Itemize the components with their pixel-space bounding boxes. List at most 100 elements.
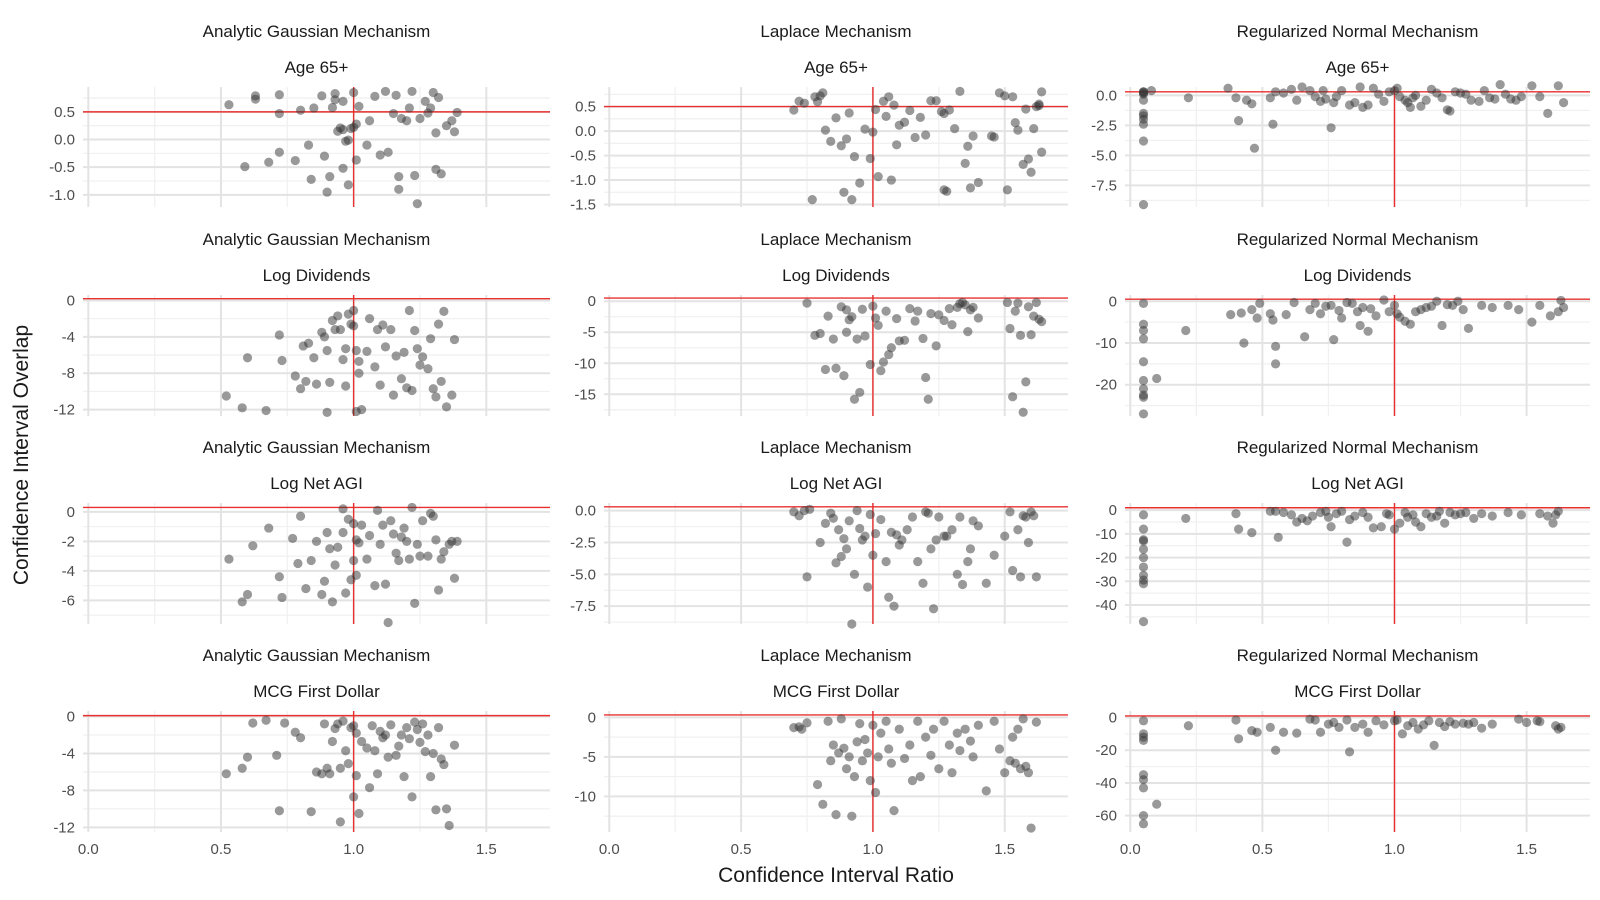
data-point [881, 556, 891, 567]
data-point [303, 338, 314, 348]
data-point [425, 771, 436, 782]
data-point [870, 528, 881, 539]
data-point [852, 506, 862, 516]
data-point [1247, 99, 1257, 109]
data-point [349, 555, 359, 566]
panels-group: Analytic Gaussian Mechanism Age 65+ -1.0 -0… [49, 22, 1590, 858]
data-point [341, 344, 351, 354]
y-tick-label: 0.5 [575, 99, 596, 116]
data-point [828, 513, 838, 523]
data-point [1392, 83, 1402, 93]
data-point [955, 745, 965, 756]
data-point [1395, 518, 1405, 528]
data-point [1234, 116, 1244, 126]
data-point [863, 748, 873, 758]
data-point [1000, 531, 1010, 541]
data-point [1477, 509, 1487, 519]
panel-10: Laplace Mechanism MCG First Dollar 0.0 0.5 1… [574, 646, 1068, 858]
data-point [1029, 124, 1039, 134]
data-point [1138, 544, 1149, 554]
data-point [1331, 92, 1341, 102]
data-point [1411, 90, 1421, 100]
data-point [1231, 509, 1241, 519]
data-point [902, 525, 912, 535]
data-point [391, 351, 401, 361]
data-point [357, 520, 367, 530]
data-point [868, 720, 878, 730]
data-point [1503, 507, 1513, 518]
data-point [1416, 522, 1426, 532]
data-point [1469, 513, 1479, 524]
data-point [274, 806, 284, 816]
data-point [1138, 375, 1149, 386]
data-point [380, 730, 391, 740]
data-point [290, 371, 300, 381]
x-tick-label: 0.0 [1120, 841, 1141, 858]
y-tick-label: -6 [62, 592, 75, 609]
data-point [1527, 317, 1537, 327]
data-point [802, 718, 812, 728]
y-tick-label: -20 [1095, 550, 1117, 567]
data-point [335, 763, 345, 773]
data-point [1008, 92, 1018, 102]
data-point [402, 723, 412, 733]
data-point [415, 360, 425, 370]
data-point [1183, 93, 1194, 103]
data-point [1368, 83, 1378, 93]
data-point [1405, 102, 1415, 112]
data-point [849, 151, 860, 162]
data-point [831, 113, 841, 123]
data-point [333, 542, 343, 552]
data-point [831, 810, 841, 820]
data-point [1278, 727, 1289, 737]
data-point [878, 357, 889, 367]
data-point [1289, 297, 1299, 308]
data-point [881, 306, 891, 316]
data-point [1037, 317, 1047, 327]
data-point [1000, 91, 1010, 101]
data-point [828, 334, 838, 344]
data-point [351, 728, 361, 738]
y-tick-label: -7.5 [570, 598, 596, 615]
data-point [1416, 101, 1426, 111]
y-tick-label: -4 [62, 563, 75, 580]
data-point [383, 752, 393, 762]
data-point [341, 381, 351, 391]
data-point [380, 579, 391, 589]
data-point [1270, 745, 1281, 755]
data-point [1270, 341, 1281, 351]
data-point [820, 518, 831, 528]
data-point [224, 554, 234, 564]
data-point [261, 405, 271, 416]
data-point [293, 558, 303, 569]
y-tick-label: 0 [67, 292, 75, 309]
data-point [1305, 305, 1315, 315]
data-point [1548, 518, 1558, 528]
data-point [439, 547, 449, 557]
data-point [338, 124, 348, 135]
facet-variable-label: MCG First Dollar [773, 682, 900, 701]
data-point [1031, 297, 1041, 308]
data-point [1321, 94, 1331, 104]
data-point [1429, 740, 1439, 750]
data-point [1516, 510, 1526, 520]
data-point [989, 550, 999, 560]
data-point [1326, 300, 1336, 311]
data-point [802, 572, 812, 582]
y-tick-label: -60 [1095, 808, 1117, 825]
data-point [1334, 305, 1344, 316]
data-point [449, 740, 460, 750]
data-point [849, 772, 860, 782]
data-point [1010, 118, 1020, 128]
data-point [1350, 98, 1360, 108]
data-point [870, 104, 881, 115]
data-point [410, 170, 420, 181]
data-point [1318, 86, 1328, 96]
data-point [1268, 315, 1278, 325]
data-point [412, 539, 422, 549]
data-point [349, 519, 359, 529]
data-point [1273, 532, 1283, 543]
data-point [1374, 89, 1384, 99]
data-point [860, 124, 870, 134]
y-tick-label: 0 [1109, 710, 1117, 727]
